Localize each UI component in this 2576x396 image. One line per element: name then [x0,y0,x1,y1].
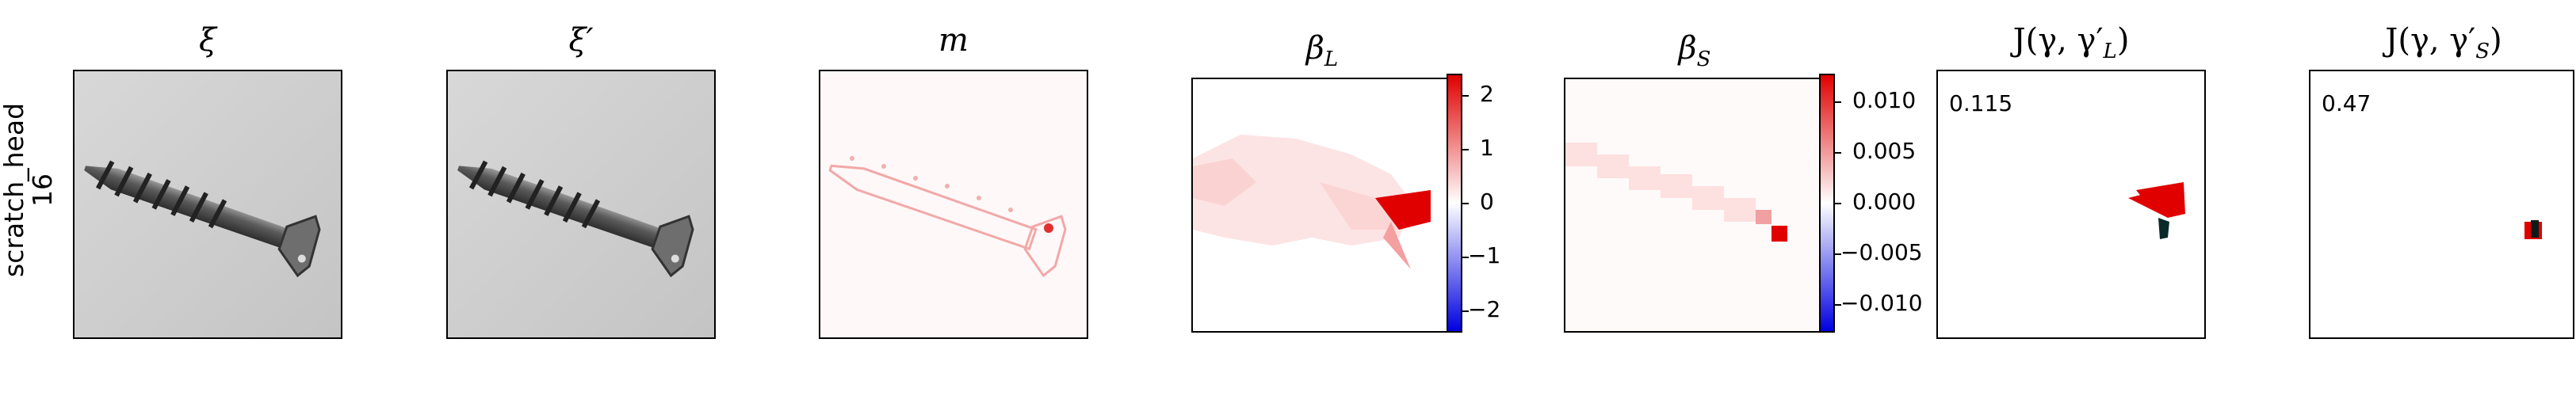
colorbar-tick: 2 [1480,81,1494,107]
colorbar-tick: 0.000 [1852,188,1917,215]
colorbar-tick: −1 [1468,242,1501,268]
beta-l-heatmap [1193,79,1451,331]
panel-image-j-l: 0.115 [1936,70,2206,339]
screw-photo [75,71,341,337]
panel-title-j-l: J(γ, γ′L) [2012,22,2130,63]
screw-photo-reconstruction [448,71,714,337]
panel-image-xi-prime [446,70,716,339]
colorbar-tick: −0.005 [1840,239,1923,265]
panel-title-j-s: J(γ, γ′S) [2385,22,2502,63]
row-label-index: 16 [27,173,58,207]
jaccard-score-l: 0.115 [1949,90,2013,116]
panel-image-beta-l [1191,78,1453,333]
colorbar-tick: 0.010 [1852,87,1917,113]
colorbar-beta-s [1819,74,1835,333]
panel-title-m: m [938,22,969,59]
colorbar-tick: 0 [1480,188,1494,215]
panel-title-xi-prime: ξ′ [568,22,594,59]
colorbar-tick: −0.010 [1840,290,1923,316]
row-label-category: scratch_head [0,102,29,277]
colorbar-tick: 1 [1480,135,1494,161]
mask-map [820,71,1087,337]
panel-title-beta-s: βS [1678,30,1711,71]
beta-s-heatmap [1565,79,1824,331]
panel-title-beta-l: βL [1305,30,1339,71]
overlap-map-l [2128,182,2185,239]
panel-image-m [819,70,1088,339]
panel-image-xi [73,70,342,339]
jaccard-score-s: 0.47 [2322,90,2372,116]
overlap-map-s [2524,220,2542,239]
panel-image-j-s: 0.47 [2309,70,2574,339]
colorbar-tick: 0.005 [1852,138,1917,164]
colorbar-tick: −2 [1468,296,1501,322]
panel-title-xi: ξ [198,22,217,59]
row-label: scratch_head 16 [0,103,63,277]
panel-image-beta-s [1564,78,1825,333]
colorbar-beta-l [1447,74,1462,333]
